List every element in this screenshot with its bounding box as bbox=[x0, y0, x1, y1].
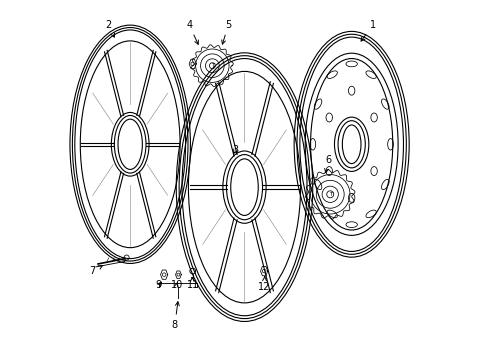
Text: 12: 12 bbox=[258, 276, 270, 292]
Text: 11: 11 bbox=[186, 277, 199, 291]
Text: 4: 4 bbox=[186, 19, 198, 44]
Text: 3: 3 bbox=[232, 145, 238, 155]
Text: 9: 9 bbox=[155, 280, 162, 291]
Text: T: T bbox=[328, 192, 331, 197]
Text: 5: 5 bbox=[221, 19, 231, 44]
Text: 10: 10 bbox=[170, 280, 183, 291]
Text: 8: 8 bbox=[171, 302, 179, 330]
Text: T: T bbox=[210, 63, 214, 68]
Text: 1: 1 bbox=[360, 19, 375, 41]
Text: 2: 2 bbox=[105, 19, 114, 37]
Text: 7: 7 bbox=[89, 266, 102, 276]
Text: 6: 6 bbox=[324, 156, 331, 173]
